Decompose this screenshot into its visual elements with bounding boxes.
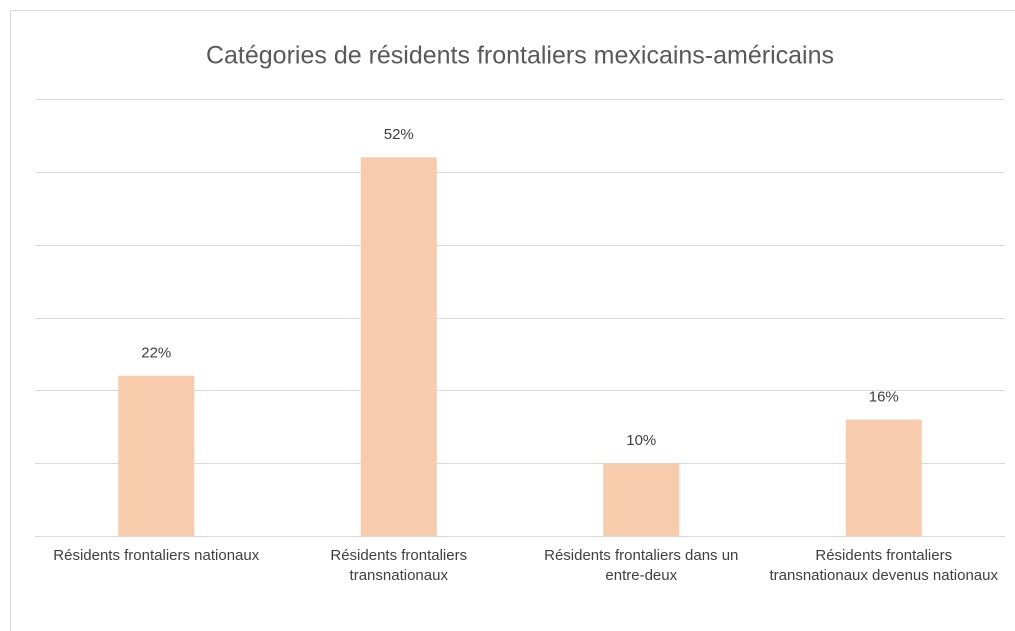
chart-border	[10, 10, 1015, 631]
x-tick-label: Résidents frontaliers transnationaux dev…	[769, 547, 998, 584]
bar	[603, 463, 680, 536]
bar	[118, 375, 195, 536]
data-label: 52%	[384, 126, 414, 143]
chart-title: Catégories de résidents frontaliers mexi…	[206, 42, 834, 70]
x-tick-label: Résidents frontaliers transnationaux	[330, 547, 468, 584]
data-label: 10%	[626, 432, 656, 449]
data-label: 16%	[869, 388, 899, 405]
data-label: 22%	[141, 345, 171, 362]
x-tick-label: Résidents frontaliers dans un entre-deux	[544, 547, 739, 584]
bar	[845, 419, 922, 536]
bar	[360, 157, 437, 536]
x-tick-label: Résidents frontaliers nationaux	[53, 547, 260, 564]
